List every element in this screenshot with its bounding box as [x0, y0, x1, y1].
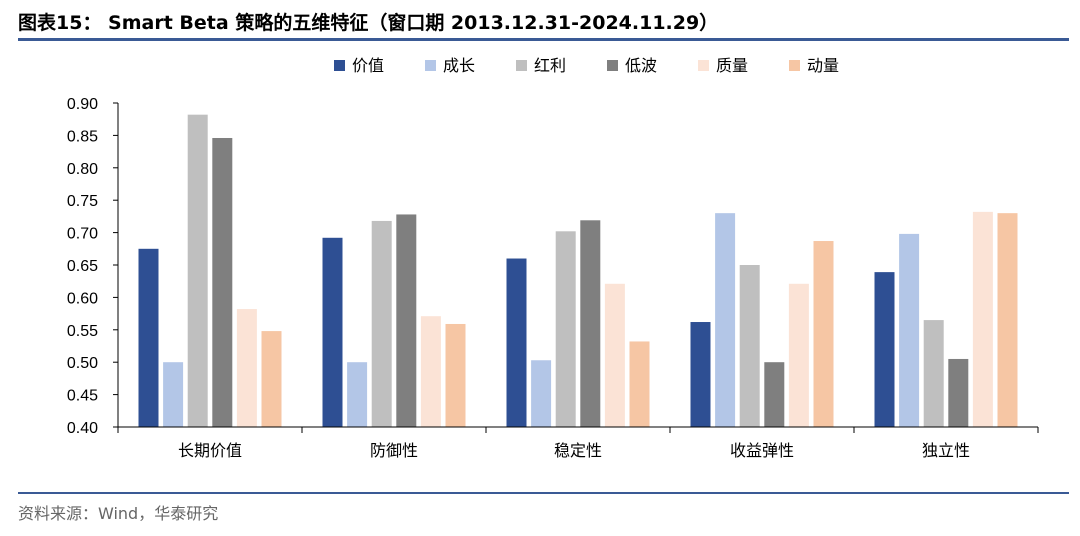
bar	[138, 248, 159, 427]
title-divider	[18, 38, 1069, 41]
bar	[764, 362, 785, 427]
bar	[715, 213, 736, 427]
bar	[690, 322, 711, 427]
bar	[899, 233, 920, 427]
legend-swatch	[698, 60, 709, 71]
legend: 价值 成长 红利 低波 质量 动量	[334, 56, 839, 75]
footer-divider	[18, 492, 1069, 494]
y-tick-label: 0.40	[67, 420, 98, 437]
bar	[604, 283, 625, 427]
y-tick-label: 0.45	[67, 388, 98, 405]
bar	[322, 237, 343, 427]
bar	[531, 360, 552, 427]
bar	[580, 220, 601, 427]
bar-group	[138, 114, 282, 427]
bar	[948, 358, 969, 427]
y-axis: 0.90 0.85 0.80 0.75 0.70 0.65 0.60 0.55 0.50 0.45…	[67, 96, 119, 437]
legend-item: 质量	[698, 56, 748, 75]
bar	[739, 265, 760, 427]
bar	[420, 316, 441, 427]
bar	[163, 362, 184, 427]
bar	[813, 241, 834, 427]
legend-label: 红利	[534, 56, 566, 75]
y-tick-label: 0.85	[67, 128, 98, 145]
y-tick-label: 0.65	[67, 258, 98, 275]
x-category-label: 长期价值	[178, 441, 242, 460]
legend-swatch	[516, 60, 527, 71]
bar	[923, 320, 944, 427]
bars	[138, 114, 1018, 427]
bar-group	[690, 213, 834, 427]
y-tick-label: 0.55	[67, 323, 98, 340]
bar	[261, 331, 282, 427]
bar	[347, 362, 368, 427]
bar-group	[874, 211, 1018, 427]
y-tick-label: 0.75	[67, 193, 98, 210]
y-tick-label: 0.70	[67, 226, 98, 243]
bar	[997, 213, 1018, 427]
bar	[874, 272, 895, 427]
bar	[555, 231, 576, 427]
bar	[396, 214, 417, 427]
x-axis: 长期价值 防御性 稳定性 收益弹性 独立性	[117, 426, 1039, 460]
legend-label: 成长	[443, 56, 475, 75]
legend-item: 成长	[425, 56, 475, 75]
legend-item: 红利	[516, 56, 566, 75]
bar-group	[322, 214, 466, 427]
bar-group	[506, 220, 650, 427]
legend-label: 低波	[625, 56, 657, 75]
bar	[212, 137, 233, 427]
y-tick-label: 0.60	[67, 290, 98, 307]
y-tick-label: 0.90	[67, 96, 98, 113]
legend-label: 质量	[716, 56, 748, 75]
x-category-label: 收益弹性	[730, 441, 794, 460]
bar	[236, 309, 257, 427]
legend-label: 动量	[807, 56, 839, 75]
legend-swatch	[607, 60, 618, 71]
bar	[788, 283, 809, 427]
legend-swatch	[425, 60, 436, 71]
y-tick-label: 0.80	[67, 161, 98, 178]
legend-swatch	[334, 60, 345, 71]
bar	[506, 258, 527, 427]
legend-swatch	[789, 60, 800, 71]
bar	[629, 341, 650, 427]
bar	[972, 211, 993, 427]
x-category-label: 独立性	[922, 441, 970, 460]
x-category-label: 稳定性	[554, 441, 602, 460]
legend-item: 动量	[789, 56, 839, 75]
bar-chart: 价值 成长 红利 低波 质量 动量 0.90 0.85 0.80 0.75 0.70 0.65 0.6…	[67, 56, 1039, 460]
source-note: 资料来源：Wind，华泰研究	[18, 504, 219, 523]
legend-item: 价值	[334, 56, 384, 75]
legend-label: 价值	[352, 56, 384, 75]
bar	[187, 114, 208, 427]
y-tick-label: 0.50	[67, 355, 98, 372]
bar	[371, 220, 392, 427]
legend-item: 低波	[607, 56, 657, 75]
bar	[445, 323, 466, 427]
x-category-label: 防御性	[370, 441, 418, 460]
chart-title: 图表15： Smart Beta 策略的五维特征（窗口期 2013.12.31-…	[18, 12, 719, 34]
